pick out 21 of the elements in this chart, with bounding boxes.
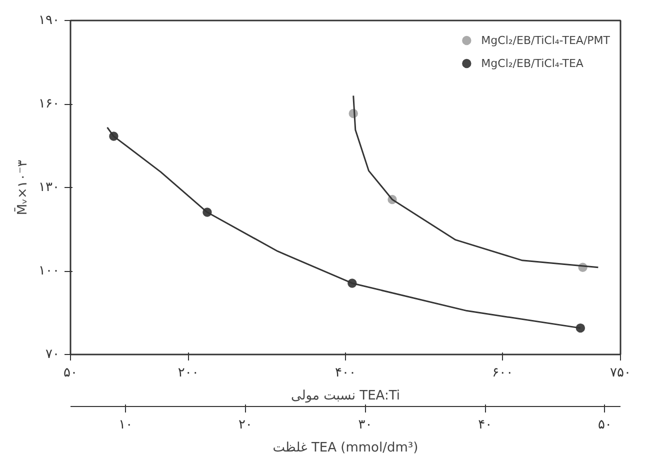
x2-axis-title: غلظت TEA (mmol/dm³)	[272, 440, 418, 456]
x-axis-title: نسبت مولی TEA:Ti	[291, 388, 400, 404]
legend-label: MgCl₂/EB/TiCl₄-TEA	[481, 56, 584, 70]
x2-tick-label: ۴۰	[478, 418, 492, 432]
y-axis-title: M̄ᵥ×۱۰⁻۳	[14, 160, 31, 216]
x2-tick-label: ۲۰	[238, 418, 252, 432]
x2-tick-label: ۵۰	[598, 418, 612, 432]
x-tick-label: ۲۰۰	[178, 366, 199, 380]
y-tick-label: ۷۰	[46, 347, 60, 362]
x-tick-label: ۷۵۰	[610, 366, 631, 380]
x-tick-label: ۵۰	[64, 366, 78, 380]
y-tick-label: ۱۳۰	[38, 180, 60, 195]
x-tick-label: ۶۰۰	[492, 366, 514, 380]
x-tick-label: ۴۰۰	[335, 366, 356, 380]
legend-label: MgCl₂/EB/TiCl₄-TEA/PMT	[481, 34, 610, 46]
y-tick-label: ۱۶۰	[38, 96, 60, 112]
line-series	[352, 94, 599, 268]
y-tick-label: ۱۰۰	[38, 264, 60, 278]
y-tick-label: ۱۹۰	[38, 13, 60, 28]
x2-tick-label: ۱۰	[118, 418, 133, 432]
x2-tick-label: ۳۰	[358, 418, 372, 432]
